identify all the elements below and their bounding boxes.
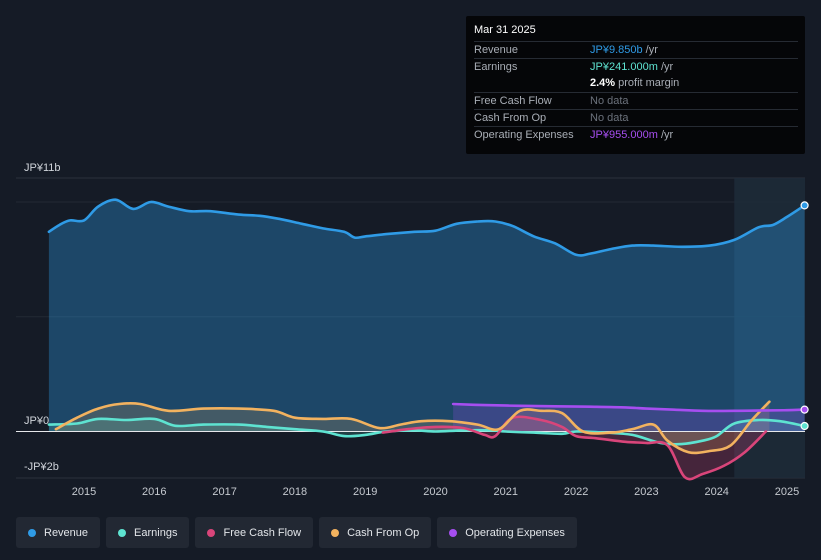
x-tick-label: 2017 <box>212 486 236 498</box>
cash-from-op-dot-icon <box>331 528 340 537</box>
x-tick-label: 2020 <box>423 486 447 498</box>
tooltip-value: JP¥241.000m /yr <box>590 61 674 73</box>
legend-item-operating-expenses[interactable]: Operating Expenses <box>437 517 577 548</box>
tooltip-label: Cash From Op <box>474 112 547 124</box>
legend-item-revenue[interactable]: Revenue <box>16 517 101 548</box>
legend-label: Cash From Op <box>347 526 420 539</box>
tooltip-value: No data <box>590 112 629 124</box>
series-lines <box>16 198 806 481</box>
tooltip-row-earnings: Earnings JP¥241.000m /yr <box>474 58 798 76</box>
x-tick-label: 2024 <box>704 486 728 498</box>
line-cash-from-op[interactable] <box>54 400 771 455</box>
legend-item-free-cash-flow[interactable]: Free Cash Flow <box>195 517 314 548</box>
operating-expenses-dot-icon <box>449 528 458 537</box>
series-endpoints <box>800 201 809 431</box>
y-label-bottom: -JP¥2b <box>24 461 59 473</box>
revenue-dot-icon <box>28 528 36 537</box>
legend-item-cash-from-op[interactable]: Cash From Op <box>319 517 432 548</box>
endpoint-operating-expenses[interactable] <box>800 405 809 414</box>
x-tick-label: 2018 <box>283 486 307 498</box>
legend-label: Revenue <box>44 526 89 539</box>
endpoint-earnings[interactable] <box>800 421 809 431</box>
tooltip-date: Mar 31 2025 <box>474 24 536 36</box>
series-areas <box>48 199 805 480</box>
legend-label: Earnings <box>134 526 178 539</box>
tooltip-value: No data <box>590 95 629 107</box>
earnings-dot-icon <box>118 528 127 537</box>
x-tick-label: 2022 <box>564 486 588 498</box>
tooltip-value: JP¥955.000m /yr <box>590 129 674 141</box>
y-label-top: JP¥11b <box>24 162 61 174</box>
tooltip-value: 2.4% profit margin <box>590 77 680 89</box>
legend-label: Operating Expenses <box>465 526 565 539</box>
x-tick-label: 2015 <box>72 486 96 498</box>
x-tick-label: 2025 <box>775 486 799 498</box>
line-revenue[interactable] <box>47 198 806 257</box>
tooltip-row-free-cash-flow: Free Cash Flow No data <box>474 92 798 110</box>
area-cash-from-op <box>55 401 770 453</box>
tooltip-row-revenue: Revenue JP¥9.850b /yr <box>474 41 798 59</box>
tooltip-label: Free Cash Flow <box>474 95 552 107</box>
y-label-zero: JP¥0 <box>24 415 49 427</box>
line-operating-expenses[interactable] <box>451 402 806 413</box>
x-axis-ticks: 2015 2016 2017 2018 2019 2020 2021 2022 2023 2024… <box>72 486 799 498</box>
legend-item-earnings[interactable]: Earnings <box>106 517 190 548</box>
legend-label: Free Cash Flow <box>223 526 302 539</box>
tooltip-row-margin: 2.4% profit margin <box>474 75 798 92</box>
tooltip-row-cash-from-op: Cash From Op No data <box>474 109 798 127</box>
x-tick-label: 2021 <box>494 486 518 498</box>
tooltip-label: Operating Expenses <box>474 129 574 141</box>
tooltip-value: JP¥9.850b /yr <box>590 44 658 56</box>
x-tick-label: 2023 <box>634 486 658 498</box>
area-revenue <box>48 199 805 432</box>
endpoint-revenue[interactable] <box>800 201 809 210</box>
free-cash-flow-dot-icon <box>207 528 216 537</box>
line-earnings[interactable] <box>47 417 806 446</box>
tooltip: Mar 31 2025 Revenue JP¥9.850b /yr Earnin… <box>466 16 805 154</box>
line-free-cash-flow[interactable] <box>381 415 768 481</box>
x-tick-label: 2016 <box>142 486 166 498</box>
tooltip-label: Revenue <box>474 44 519 56</box>
tooltip-row-operating-expenses: Operating Expenses JP¥955.000m /yr <box>474 126 798 144</box>
legend: Revenue Earnings Free Cash Flow Cash Fro… <box>16 517 577 548</box>
tooltip-label: Earnings <box>474 61 518 73</box>
x-tick-label: 2019 <box>353 486 377 498</box>
